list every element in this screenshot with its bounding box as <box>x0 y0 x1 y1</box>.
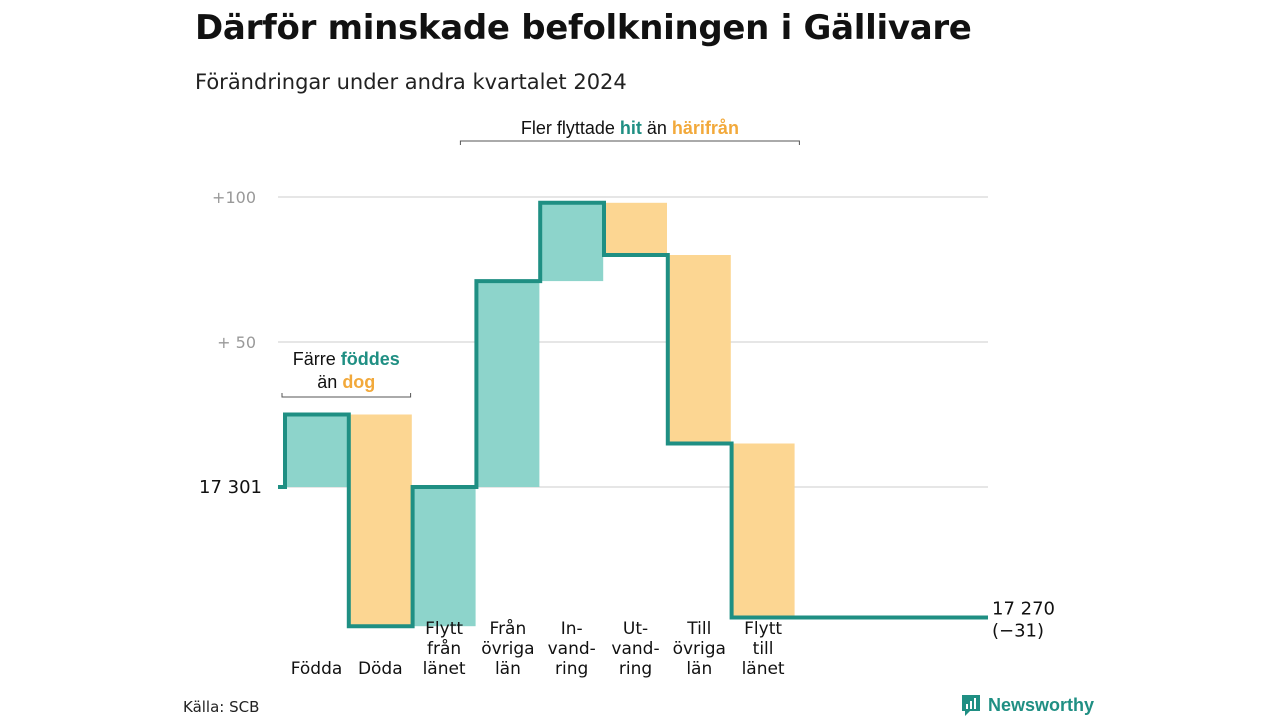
category-label: vand- <box>611 639 659 659</box>
bar-ut-vand-ring <box>604 202 667 255</box>
annotation-text: Färre <box>293 349 341 369</box>
category-label: län <box>495 659 521 679</box>
births-deaths-bracket <box>281 393 412 398</box>
bars <box>285 202 795 627</box>
category-label: Födda <box>291 659 343 679</box>
chart-title: Därför minskade befolkningen i Gällivare <box>195 8 972 48</box>
brand-name: Newsworthy <box>988 694 1095 715</box>
category-label: Flytt <box>425 619 463 639</box>
category-label: Döda <box>358 659 403 679</box>
start-value-label: 17 301 <box>199 477 262 498</box>
births-deaths-annotation-line2: än dog <box>317 372 375 392</box>
category-label: Ut- <box>623 619 648 639</box>
annotation-highlight-orange: dog <box>342 372 375 392</box>
bar-döda <box>348 414 412 627</box>
category-label: Till <box>686 619 711 639</box>
bar-födda <box>285 414 348 487</box>
category-label: länet <box>742 659 785 679</box>
category-label: Flytt <box>744 619 782 639</box>
migration-annotation: Fler flyttade hit än härifrån <box>521 118 739 138</box>
annotation-highlight: härifrån <box>672 118 739 138</box>
category-label: ring <box>555 659 588 679</box>
category-label: ring <box>619 659 652 679</box>
running-total-line <box>278 200 988 629</box>
bar-frånövrigalän <box>476 281 540 487</box>
category-label: Från <box>490 618 527 639</box>
annotation-text: Fler flyttade <box>521 118 620 138</box>
category-label: till <box>753 639 774 659</box>
y-tick-label: +100 <box>212 188 256 207</box>
newsworthy-logo-icon <box>962 695 980 716</box>
y-tick-label: + 50 <box>217 333 256 352</box>
category-label: län <box>686 659 712 679</box>
end-change-label: (−31) <box>992 621 1044 642</box>
category-label: övriga <box>481 639 534 659</box>
category-label: länet <box>423 659 466 679</box>
category-label: från <box>427 638 461 659</box>
births-deaths-annotation-line1: Färre föddes <box>293 349 400 369</box>
annotations: Färre föddes än dog Fler flyttade hit än h… <box>281 118 800 398</box>
annotation-highlight: hit <box>620 118 642 138</box>
category-label: vand- <box>548 639 596 659</box>
annotation-text: än <box>317 372 342 392</box>
bar-flytttilllänet <box>731 443 795 618</box>
source-note: Källa: SCB <box>183 698 260 716</box>
end-value-label: 17 270 <box>992 599 1055 620</box>
newsworthy-logo: Newsworthy <box>960 693 1094 717</box>
bar-tillövrigalän <box>667 255 731 444</box>
bar-in-vand-ring <box>540 202 604 282</box>
category-label: övriga <box>673 639 726 659</box>
annotation-text: än <box>642 118 672 138</box>
migration-bracket <box>459 140 800 145</box>
category-label: In- <box>561 619 583 639</box>
annotation-highlight-teal: föddes <box>341 349 400 369</box>
bar-flyttfrånlänet <box>412 487 476 627</box>
chart-subtitle: Förändringar under andra kvartalet 2024 <box>195 70 627 94</box>
running-total-path <box>278 200 988 629</box>
